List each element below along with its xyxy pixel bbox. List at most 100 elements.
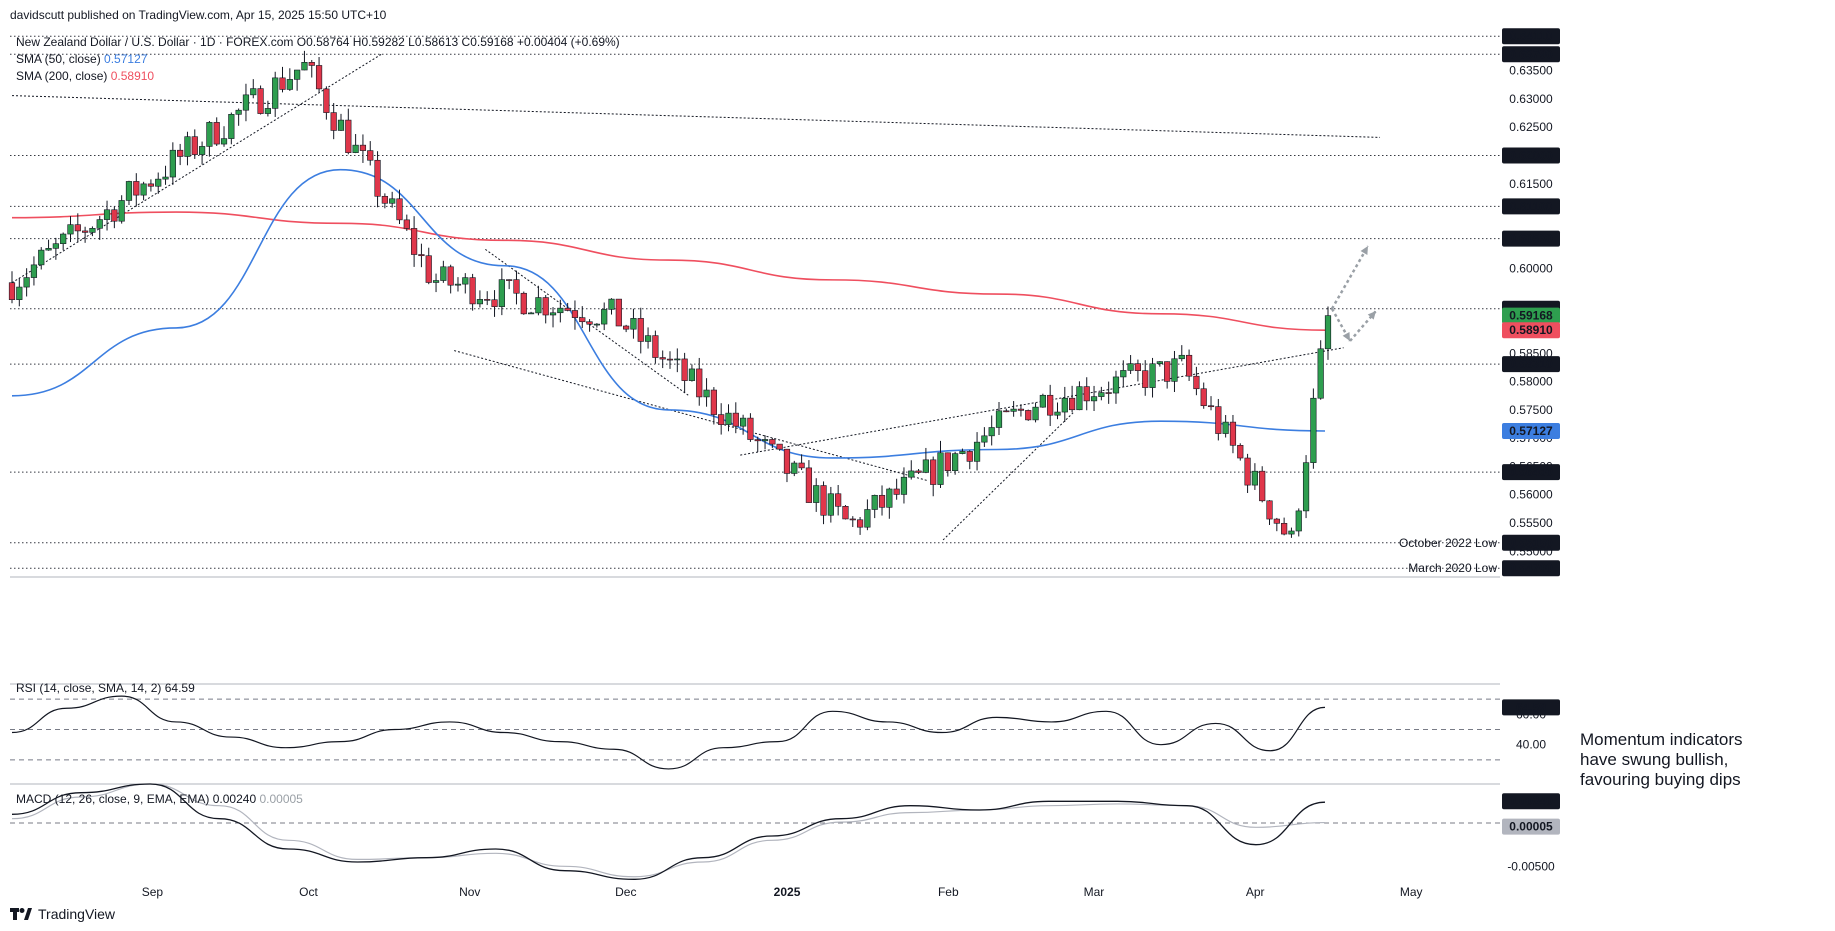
candle-up [988, 427, 995, 437]
candle-up [23, 277, 30, 288]
candle-up [593, 323, 600, 326]
price-level-badge [1502, 28, 1560, 45]
price-tick-label: 0.56000 [1509, 488, 1553, 502]
annotation-line-2: have swung bullish, [1580, 750, 1729, 769]
candle-up [125, 181, 133, 201]
candle-down [1207, 405, 1215, 408]
candle-down [111, 209, 118, 222]
candle-up [242, 94, 250, 111]
candle-down [849, 518, 856, 521]
candle-up [688, 368, 696, 381]
rsi-value-badge-label: 64.59 [1516, 700, 1546, 714]
candle-up [454, 283, 462, 286]
price-level-note: March 2020 Low [1408, 561, 1497, 575]
symbol-line: New Zealand Dollar / U.S. Dollar · 1D · … [16, 35, 294, 49]
price-tick-label: 0.56500 [1509, 459, 1553, 473]
ohlc-values: O0.58764 H0.59282 L0.58613 C0.59168 +0.0… [296, 35, 620, 49]
candle-down [1200, 388, 1207, 407]
signal-value-badge [1502, 818, 1560, 835]
candle-down [213, 122, 220, 145]
candle-up [198, 146, 206, 155]
candle-up [1127, 363, 1134, 371]
indicator-badge-label: 0.59168 [1509, 309, 1553, 323]
candle-down [257, 88, 264, 114]
candle-up [38, 249, 45, 266]
time-tick-label: Apr [1246, 885, 1265, 899]
candle-up [761, 439, 769, 442]
price-tick-label: 0.60000 [1509, 262, 1553, 276]
candle-up [89, 228, 96, 233]
candle-up [286, 79, 293, 90]
candle-up [601, 309, 608, 325]
annotation-line-1: Momentum indicators [1580, 730, 1743, 749]
candle-up [16, 286, 23, 300]
candle-up [908, 470, 915, 478]
candle-down [279, 77, 286, 90]
candle-up [1076, 386, 1083, 411]
candle-down [652, 335, 659, 358]
signal-value-badge-label: 0.00005 [1509, 820, 1553, 834]
candle-down [191, 136, 198, 155]
candle-down [930, 459, 937, 485]
price-level-badge [1502, 356, 1560, 373]
published-line: davidscutt published on TradingView.com,… [10, 8, 387, 22]
candlesticks [8, 50, 1332, 538]
candle-down [74, 224, 81, 232]
projection-arrows [1330, 245, 1377, 342]
legend-sma50: SMA (50, close) 0.57127 [16, 52, 147, 66]
candle-up [250, 88, 257, 96]
candle-up [886, 488, 893, 508]
candle-up [235, 109, 242, 115]
candle-down [754, 439, 761, 442]
candle-down [579, 317, 586, 323]
brand-name: TradingView [38, 906, 116, 922]
tradingview-logo[interactable]: TradingView [10, 906, 115, 922]
candle-down [506, 279, 513, 281]
candle-up [476, 299, 484, 305]
price-tick-label: 0.62500 [1509, 120, 1553, 134]
candle-up [864, 509, 871, 528]
rsi-value-badge [1502, 699, 1560, 716]
candle-up [1251, 470, 1258, 486]
candle-up [630, 318, 637, 330]
candle-down [359, 144, 367, 151]
time-tick-label: May [1400, 885, 1423, 899]
candle-up [1222, 421, 1229, 434]
price-level-badge [1502, 534, 1560, 551]
candle-down [856, 519, 864, 528]
moving-averages [11, 168, 1326, 459]
candle-up [1295, 510, 1302, 532]
candle-up [937, 452, 944, 485]
price-level-label: 0.61100 [1510, 199, 1553, 213]
candle-down [666, 358, 674, 361]
candle-up [264, 108, 271, 114]
candle-down [1134, 363, 1142, 371]
signal-value: 0.00005 [259, 792, 303, 806]
indicator-badge-label: 0.58910 [1509, 323, 1553, 337]
candle-down [820, 485, 827, 516]
candle-up [45, 248, 52, 251]
candle-up [294, 69, 301, 80]
sma200-label: SMA (200, close) [16, 69, 108, 83]
candle-up [1090, 396, 1098, 402]
rsi-tick-label: 40.00 [1516, 738, 1546, 752]
candle-up [389, 198, 396, 204]
macd-value: 0.00240 [212, 792, 257, 806]
price-level-lines [10, 35, 1500, 569]
candle-down [484, 299, 491, 301]
candle-up [60, 233, 67, 244]
rsi-pane [10, 683, 1500, 770]
price-level-badge [1502, 464, 1560, 481]
rsi-value: 64.59 [164, 681, 195, 695]
candle-up [952, 453, 959, 472]
candle-up [301, 62, 308, 71]
candle-up [1112, 376, 1120, 394]
candle-down [381, 195, 388, 204]
candle-down [747, 417, 754, 440]
candle-up [703, 389, 710, 398]
macd-legend: MACD (12, 26, close, 9, EMA, EMA) 0.0024… [16, 792, 303, 806]
candle-down [1215, 406, 1222, 434]
candle-up [498, 279, 505, 307]
candle-down [403, 219, 410, 229]
candle-up [1032, 406, 1039, 421]
